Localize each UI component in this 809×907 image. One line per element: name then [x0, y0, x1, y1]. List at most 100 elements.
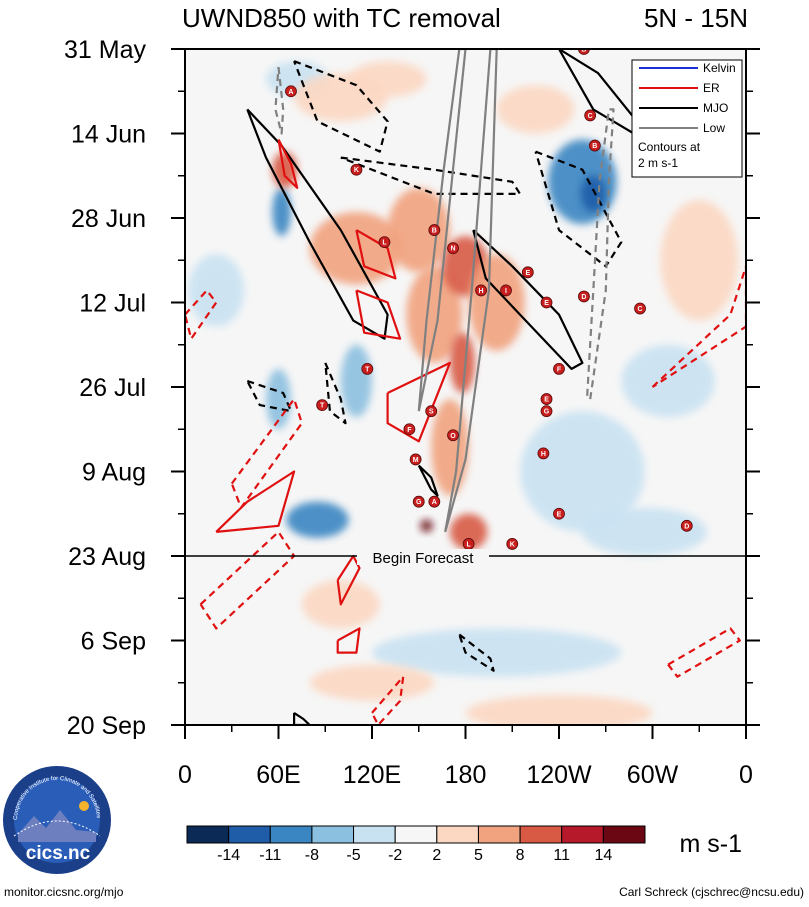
tc-marker: E — [521, 266, 534, 279]
legend-label-kelvin: Kelvin — [703, 61, 736, 75]
tc-symbol-icon — [316, 399, 329, 412]
contour-mjo-pos — [246, 108, 389, 340]
tc-symbol-icon — [521, 266, 534, 279]
tc-marker: D — [680, 519, 693, 532]
tc-marker: B — [588, 139, 601, 152]
tc-symbol-icon — [350, 163, 363, 176]
legend-label-mjo: MJO — [703, 101, 728, 115]
x-tick-label: 0 — [178, 761, 192, 789]
contour-er-pos — [355, 229, 397, 280]
tc-marker: B — [578, 49, 590, 55]
contour-low-pos — [417, 49, 467, 412]
tc-letter: A — [288, 89, 293, 96]
tc-symbol-icon — [285, 85, 297, 98]
tc-letter: L — [382, 240, 387, 247]
tc-marker: G — [412, 495, 425, 508]
tc-symbol-icon — [475, 284, 487, 297]
tc-marker: F — [553, 362, 565, 375]
x-tick-label: 120E — [343, 761, 401, 789]
contour-er-neg — [667, 627, 741, 678]
tc-letter: F — [557, 366, 562, 373]
cics-logo: cics.nc Cooperative Institute for Climat… — [3, 766, 111, 874]
contour-er-pos — [386, 361, 451, 443]
tc-symbol-icon — [506, 538, 519, 550]
colorbar-label: 14 — [594, 847, 612, 864]
anomaly-blob — [582, 507, 708, 556]
y-tick-label: 31 May — [64, 36, 146, 64]
colorbar-swatch — [561, 825, 604, 844]
colorbar-swatch — [228, 825, 271, 844]
tc-letter: D — [684, 523, 689, 530]
tc-letter: E — [544, 300, 549, 307]
contour-low-pos — [444, 49, 498, 533]
tc-letter: F — [407, 427, 412, 434]
contour-mjo-neg — [534, 150, 623, 268]
tc-letter: C — [638, 306, 643, 313]
contour-mjo-neg — [340, 156, 522, 195]
tc-symbol-icon — [680, 519, 693, 532]
tc-marker: F — [403, 423, 416, 436]
colorbar-label: -14 — [217, 847, 240, 864]
tc-symbol-icon — [403, 423, 416, 436]
tc-letter: S — [429, 409, 434, 416]
tc-letter: E — [544, 397, 549, 404]
legend-box — [631, 59, 743, 178]
colorbar-label: -2 — [388, 847, 402, 864]
anomaly-blob — [309, 211, 404, 285]
tc-symbol-icon — [378, 236, 391, 249]
colorbar-swatch — [186, 825, 230, 844]
tc-marker: K — [350, 163, 363, 176]
tc-marker: E — [540, 296, 553, 309]
anomaly-blob — [272, 187, 291, 237]
tc-symbol-icon — [447, 242, 459, 255]
x-tick-label: 120W — [526, 761, 592, 789]
contour-er-pos — [355, 289, 402, 340]
tc-marker: C — [584, 109, 597, 122]
y-tick-label: 6 Sep — [81, 628, 146, 656]
tc-letter: L — [466, 541, 471, 548]
tc-marker: H — [475, 284, 487, 297]
anomaly-blob — [348, 61, 427, 98]
logo-sun-icon — [79, 801, 89, 811]
tc-letter: O — [450, 433, 456, 440]
anomaly-blob — [340, 344, 372, 418]
contour-er-neg — [371, 675, 405, 725]
x-tick-label: 60E — [256, 761, 300, 789]
tc-symbol-icon — [578, 49, 590, 55]
anomaly-blob — [660, 199, 739, 321]
tc-symbol-icon — [540, 405, 553, 418]
contour-low-neg — [274, 66, 285, 135]
wind-anomaly-field — [188, 61, 739, 725]
legend: Kelvin ER MJO Low Contours at 2 m s-1 — [631, 59, 743, 178]
tc-marker: B — [428, 224, 441, 236]
contour-mjo-neg — [246, 379, 293, 413]
contour-mjo-pos — [293, 711, 311, 725]
colorbar-swatch — [602, 825, 646, 844]
tc-symbol-icon — [553, 507, 565, 520]
forecast-label: Begin Forecast — [373, 550, 475, 567]
anomaly-blob — [372, 628, 622, 677]
tc-symbol-icon — [428, 224, 441, 236]
tc-symbol-icon — [412, 495, 425, 508]
tc-symbol-icon — [537, 447, 550, 460]
tc-letter: B — [432, 228, 437, 235]
tc-letter: T — [320, 403, 325, 410]
tc-marker: L — [378, 236, 391, 249]
contour-mjo-neg — [458, 633, 495, 672]
colorbar: -14 -11 -8 -5 -2 2 5 8 11 14 — [186, 825, 646, 864]
chart-title: UWND850 with TC removal — [182, 3, 501, 33]
colorbar-swatch — [269, 825, 313, 844]
contour-er-neg — [230, 398, 303, 509]
tc-symbol-icon — [428, 495, 441, 508]
tc-letter: G — [416, 499, 422, 506]
tc-marker: C — [634, 302, 646, 315]
tc-letter: K — [510, 541, 515, 548]
tc-letter: H — [541, 451, 546, 458]
tc-marker: A — [285, 85, 297, 98]
y-tick-label: 14 Jun — [71, 121, 146, 149]
tc-marker: S — [425, 405, 438, 418]
tc-symbol-icon — [540, 393, 553, 405]
tc-symbol-icon — [634, 302, 646, 315]
